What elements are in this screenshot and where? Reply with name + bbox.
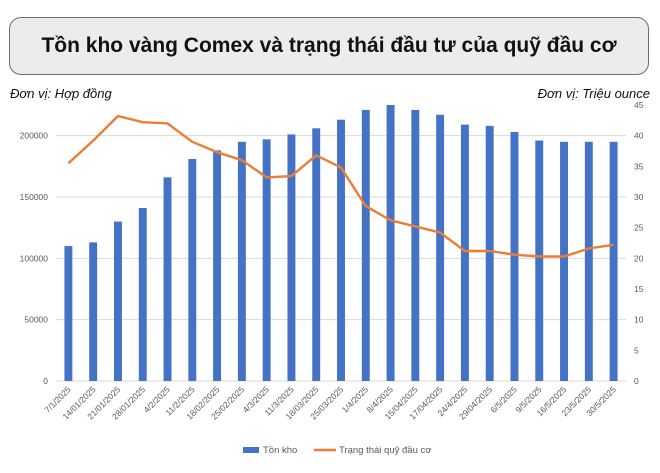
- line-series-hedge-funds: [67, 114, 614, 258]
- bar: [609, 141, 618, 381]
- left-axis-unit: Đơn vị: Hợp đồng: [10, 86, 112, 101]
- bar: [560, 141, 569, 381]
- bar: [485, 125, 494, 381]
- bar: [535, 140, 544, 381]
- bar: [287, 134, 296, 381]
- bar: [436, 114, 445, 382]
- bar: [262, 139, 271, 381]
- y-left-tick-label: 150000: [20, 192, 49, 202]
- y-right-tick-label: 40: [634, 131, 644, 141]
- bar: [188, 158, 197, 381]
- bar: [89, 242, 98, 381]
- bar: [138, 208, 147, 381]
- y-right-tick-label: 5: [634, 345, 639, 355]
- y-right-tick-label: 35: [634, 161, 644, 171]
- y-left-tick-label: 50000: [24, 315, 48, 325]
- y-right-tick-label: 0: [634, 376, 639, 386]
- y-right-tick-label: 15: [634, 284, 644, 294]
- bar: [113, 221, 122, 381]
- chart-title-box: Tồn kho vàng Comex và trạng thái đầu tư …: [9, 17, 649, 75]
- y-left-tick-label: 0: [43, 376, 48, 386]
- y-right-tick-label: 20: [634, 253, 644, 263]
- bar: [312, 128, 321, 381]
- bar: [237, 141, 246, 381]
- chart-title: Tồn kho vàng Comex và trạng thái đầu tư …: [41, 34, 617, 57]
- bar: [584, 141, 593, 381]
- y-left-tick-label: 100000: [20, 253, 49, 263]
- y-left-tick-label: 200000: [20, 131, 49, 141]
- bar: [460, 124, 469, 382]
- legend-label-inventory: Tồn kho: [263, 445, 297, 456]
- bar: [361, 109, 370, 381]
- bar: [64, 246, 73, 381]
- bar: [163, 177, 172, 381]
- y-right-tick-label: 10: [634, 315, 644, 325]
- legend-label-hedge-funds: Trạng thái quỹ đầu cơ: [339, 445, 432, 456]
- bar: [386, 105, 395, 381]
- bar: [337, 119, 345, 381]
- bar: [510, 131, 519, 381]
- right-axis-unit: Đơn vị: Triệu ounce: [537, 86, 650, 101]
- y-right-tick-label: 25: [634, 223, 644, 233]
- bar: [213, 150, 222, 381]
- legend-swatch-inventory: [243, 447, 259, 453]
- y-right-tick-label: 30: [634, 192, 644, 202]
- bar: [411, 109, 420, 381]
- y-right-tick-label: 45: [634, 100, 644, 110]
